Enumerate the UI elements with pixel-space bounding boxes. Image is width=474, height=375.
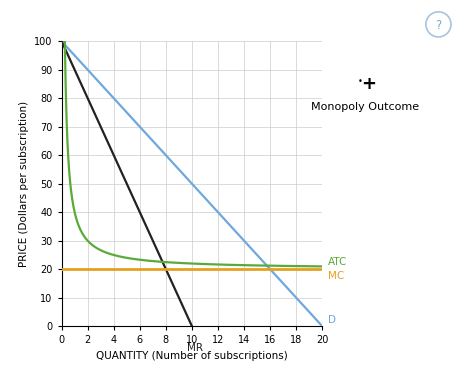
Y-axis label: PRICE (Dollars per subscription): PRICE (Dollars per subscription) <box>18 101 28 267</box>
Text: +: + <box>361 75 376 93</box>
Text: Monopoly Outcome: Monopoly Outcome <box>311 102 419 112</box>
Text: •: • <box>358 77 363 86</box>
Text: MR: MR <box>187 344 202 353</box>
Text: D: D <box>328 315 336 325</box>
Text: ATC: ATC <box>328 257 347 267</box>
X-axis label: QUANTITY (Number of subscriptions): QUANTITY (Number of subscriptions) <box>96 351 288 361</box>
Text: ?: ? <box>435 19 442 32</box>
Text: MC: MC <box>328 272 344 281</box>
